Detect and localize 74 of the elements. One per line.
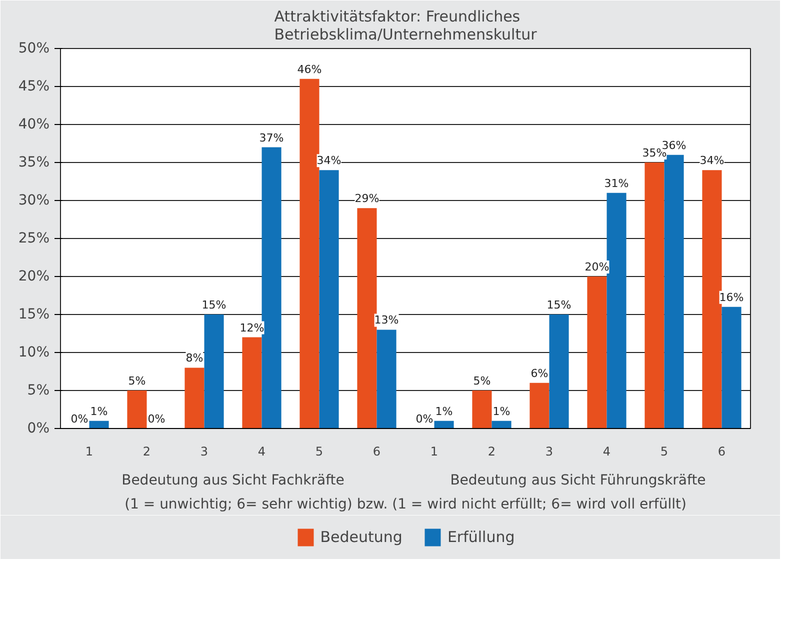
data-label: 37% — [259, 131, 284, 144]
data-label: 1% — [435, 404, 453, 418]
text: Bedeutung aus Sicht Führungskräfte — [450, 472, 706, 488]
y-tick-label: 10% — [18, 344, 50, 360]
x-tick-label: 5 — [315, 444, 324, 458]
bar — [357, 208, 377, 428]
text: Bedeutung aus Sicht Fachkräfte — [122, 472, 344, 488]
x-tick-label: 2 — [488, 444, 496, 458]
bar — [530, 382, 550, 428]
data-label: 0% — [70, 412, 88, 426]
x-tick-label: 6 — [718, 444, 726, 458]
data-label: 6% — [530, 366, 548, 380]
x-tick-label: 2 — [142, 444, 151, 458]
data-label: 29% — [354, 192, 380, 206]
bar — [127, 390, 147, 428]
data-label: 46% — [297, 62, 322, 76]
y-tick-label: 15% — [18, 306, 50, 322]
x-tick-label: 3 — [545, 444, 554, 458]
bar — [644, 162, 664, 428]
y-tick-label: 0% — [27, 420, 50, 436]
x-tick-label: 4 — [602, 444, 611, 458]
legend-label: Erfüllung — [447, 528, 515, 546]
bar — [434, 420, 454, 428]
data-label: 31% — [604, 176, 629, 190]
data-label: 13% — [374, 314, 399, 327]
bar — [262, 147, 282, 428]
y-tick-label: 35% — [18, 154, 50, 170]
legend-label: Bedeutung — [320, 528, 402, 546]
data-label: 1% — [492, 404, 510, 418]
bar — [702, 170, 722, 428]
x-tick-label: 3 — [200, 444, 208, 458]
bar — [204, 314, 224, 428]
data-label: 1% — [90, 404, 108, 418]
data-label: 36% — [662, 138, 686, 152]
x-tick-label: 1 — [430, 444, 438, 458]
data-label: 15% — [202, 298, 226, 312]
data-label: 8% — [186, 352, 204, 365]
data-label: 35% — [642, 146, 667, 160]
y-tick-label: 30% — [18, 192, 50, 208]
x-tick-label: 5 — [660, 444, 668, 458]
data-label: 34% — [316, 154, 342, 168]
x-axis-title: (1 = unwichtig; 6= sehr wichtig) bzw. (1 = wird nicht erfüllt; 6= wird voll erfüllt) — [124, 496, 686, 512]
bar — [89, 420, 109, 428]
y-tick-label: 50% — [18, 40, 50, 56]
bar — [376, 330, 396, 428]
data-label: 5% — [128, 374, 146, 388]
bar — [606, 192, 626, 428]
bar — [184, 368, 204, 428]
bar — [722, 306, 742, 428]
bar — [300, 78, 320, 428]
data-label: 34% — [700, 154, 724, 168]
y-tick-label: 20% — [18, 268, 50, 284]
bar — [587, 276, 607, 428]
y-tick-label: 5% — [27, 382, 50, 398]
bar — [664, 154, 684, 428]
y-tick-label: 25% — [18, 230, 50, 246]
data-label: 20% — [584, 260, 610, 274]
x-tick-label: 6 — [372, 444, 381, 458]
bar — [472, 390, 492, 428]
data-label: 5% — [473, 374, 491, 388]
x-tick-label: 1 — [85, 444, 94, 458]
y-tick-label: 40% — [18, 116, 50, 132]
bar — [549, 314, 569, 428]
data-label: 16% — [719, 290, 744, 304]
x-tick-label: 4 — [258, 444, 266, 458]
data-label: 0% — [148, 412, 166, 426]
data-label: 12% — [240, 321, 264, 334]
data-label: 15% — [546, 298, 572, 312]
y-tick-label: 45% — [18, 78, 50, 94]
data-label: 0% — [416, 412, 434, 426]
bar — [319, 170, 339, 428]
bar — [492, 420, 512, 428]
chart-title: Attraktivitätsfaktor: Freundliches Betriebsklima/Unternehmenskultur — [274, 8, 538, 44]
bar — [242, 337, 262, 428]
